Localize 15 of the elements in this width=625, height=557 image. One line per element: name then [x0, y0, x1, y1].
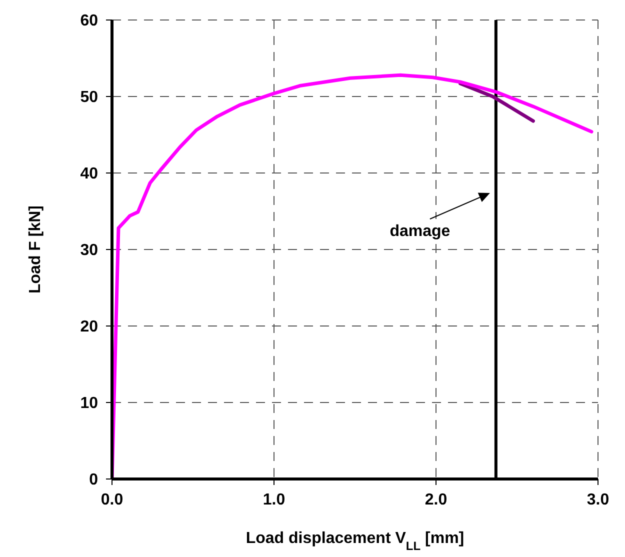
x-tick-label: 3.0 — [586, 491, 610, 508]
y-tick-label: 0 — [89, 472, 98, 489]
y-tick-label: 10 — [80, 395, 98, 412]
y-tick-label: 20 — [80, 318, 98, 336]
y-tick-label: 30 — [80, 242, 98, 260]
line-series — [112, 73, 594, 479]
y-axis-title: Load F [kN] — [27, 206, 44, 294]
x-axis-title: Load displacement V$_{LL}$ [mm] — [246, 530, 464, 553]
annotation: damage — [390, 223, 450, 240]
y-tick-label: 50 — [80, 89, 98, 106]
x-tick-label: 1.0 — [262, 491, 286, 508]
y-tick-label: 60 — [80, 12, 98, 30]
x-tick-label: 2.0 — [424, 491, 448, 508]
y-tick-label: 40 — [80, 166, 98, 183]
x-tick-label: 0.0 — [100, 491, 124, 508]
